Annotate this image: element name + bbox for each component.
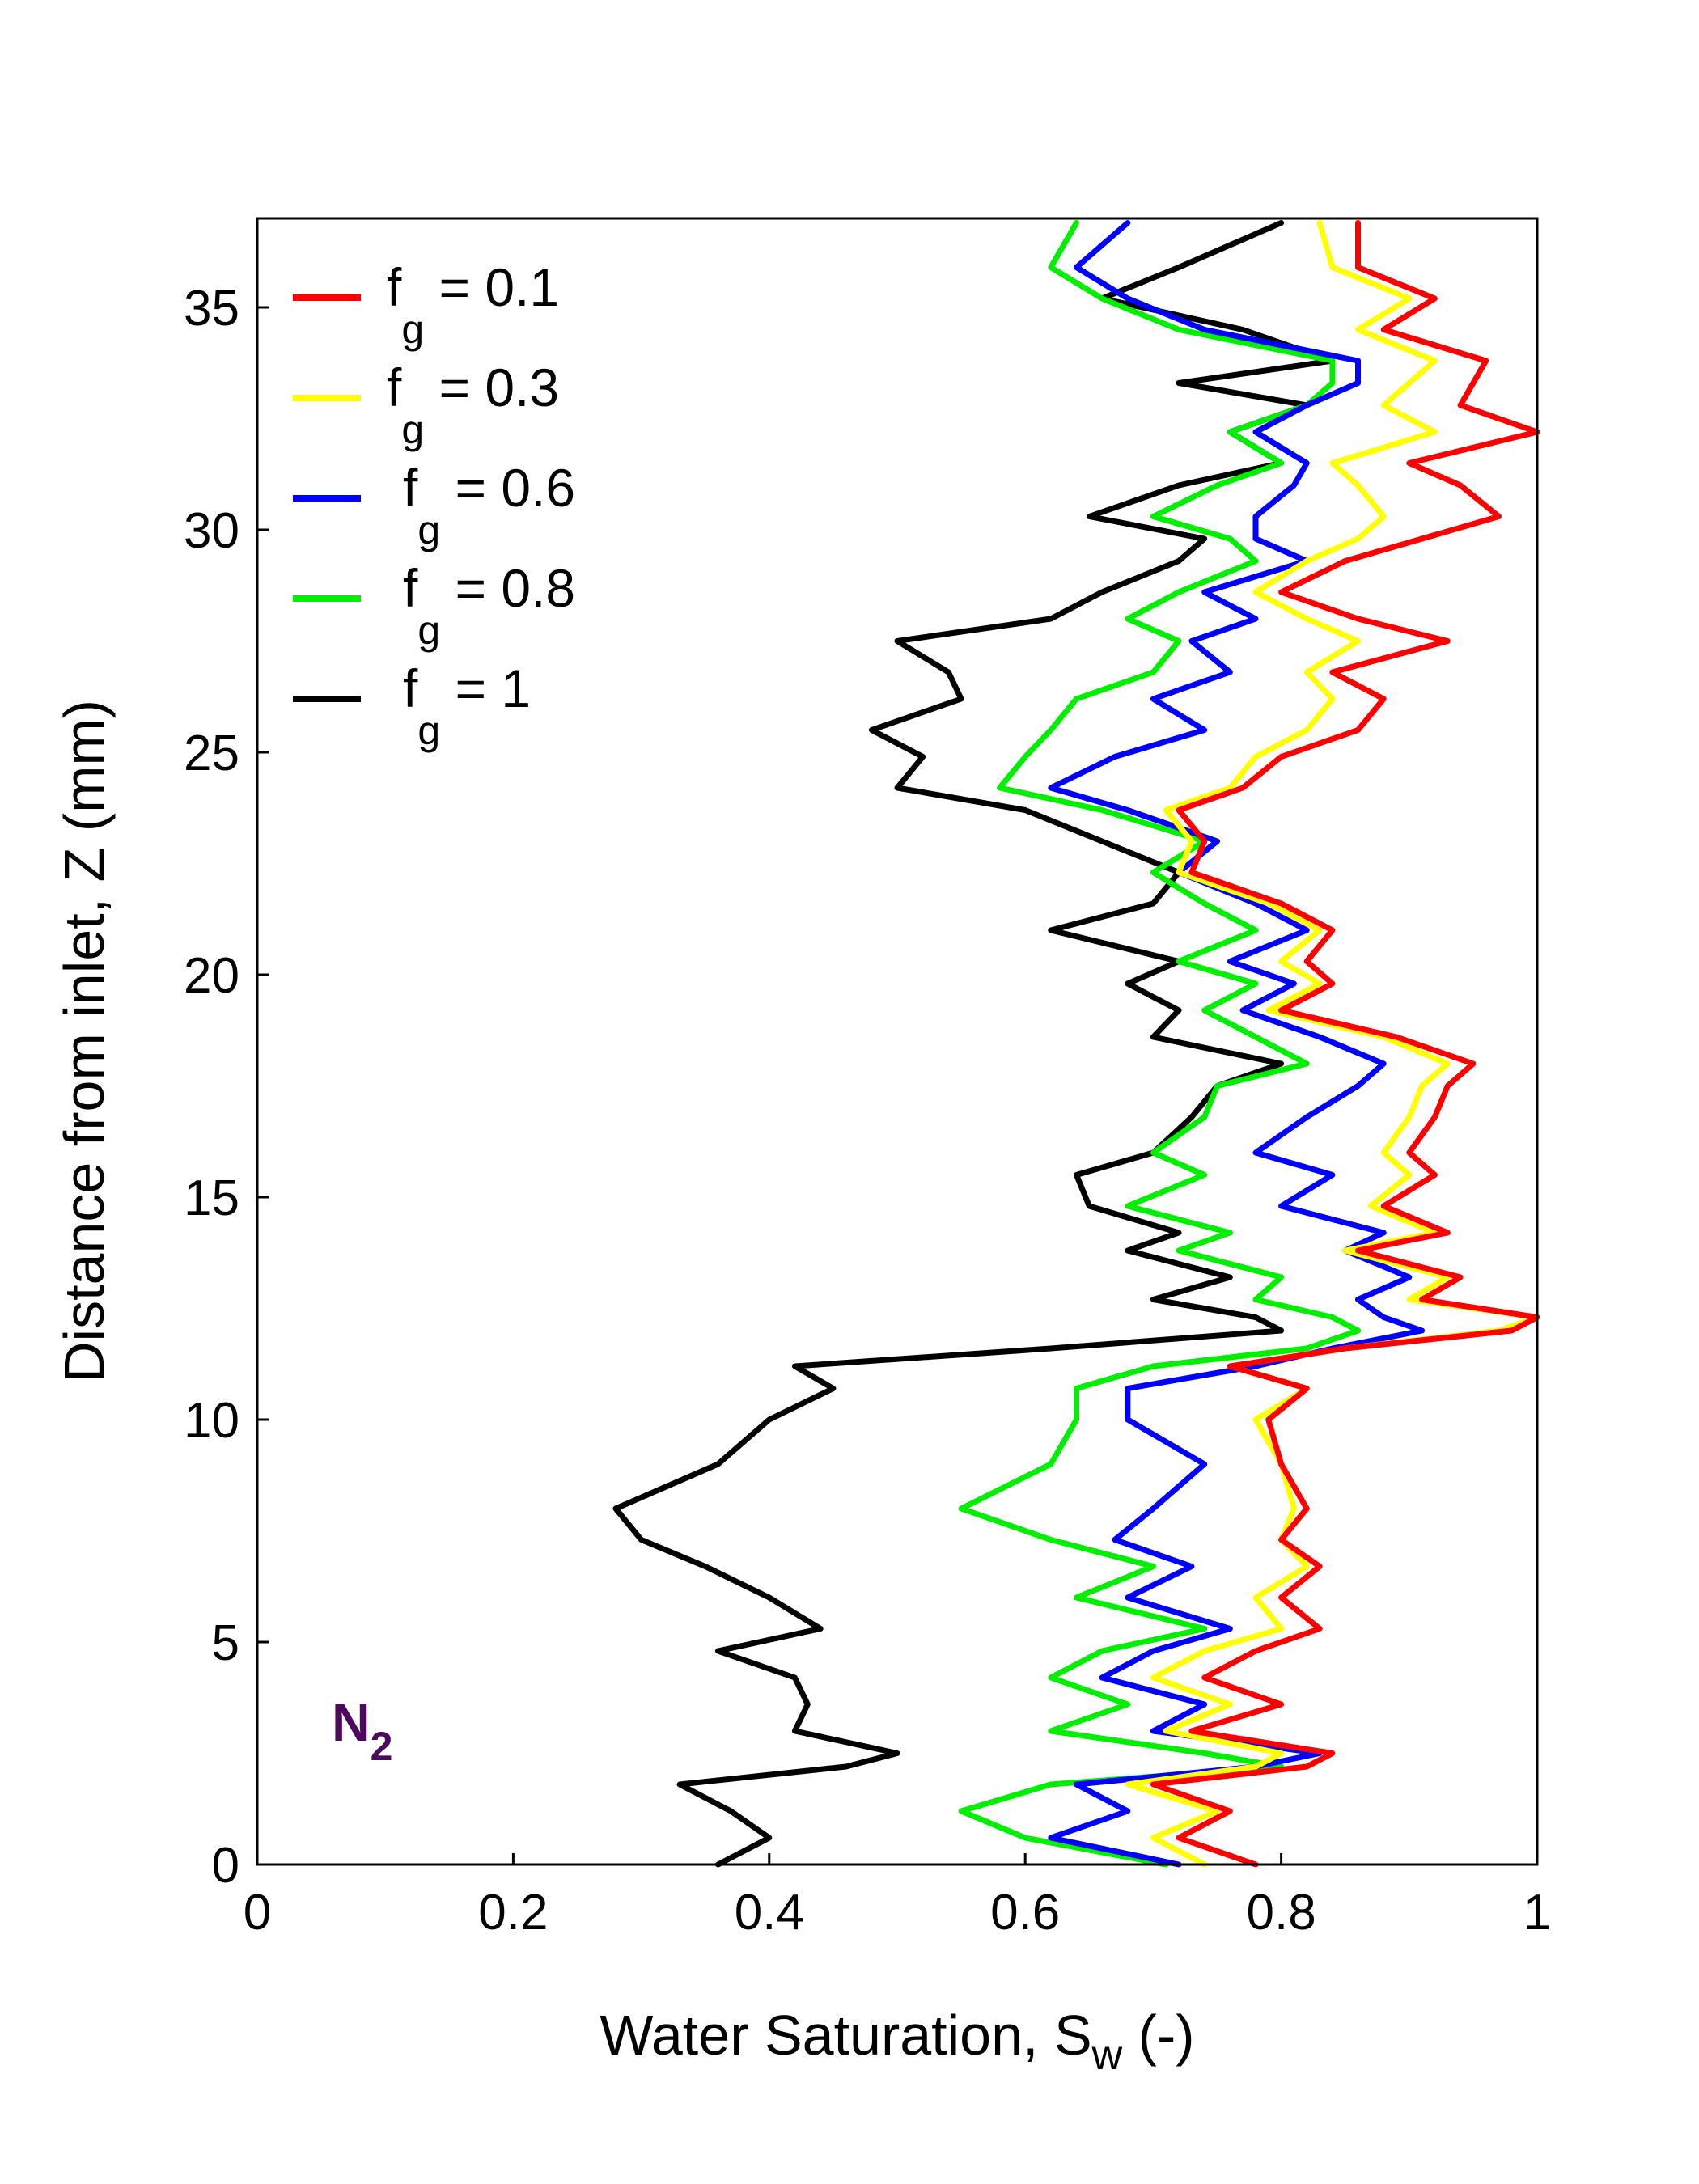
legend-label-tail-1: = 0.3 [424, 358, 559, 417]
y-axis-title: Distance from inlet, Z (mm) [53, 700, 116, 1382]
legend-label-3: fg = 0.8 [403, 558, 575, 653]
y-tick-label-6: 30 [184, 503, 239, 559]
legend-label-sub-1: g [401, 407, 424, 452]
x-axis-title-sub: w [1091, 2032, 1123, 2079]
x-tick-label-1: 0.2 [478, 1885, 548, 1941]
legend-label-sub-0: g [401, 307, 424, 352]
y-tick-label-1: 5 [212, 1615, 239, 1671]
legend: fg = 0.1fg = 0.3fg = 0.6fg = 0.8fg = 1 [293, 257, 575, 753]
series-line-1 [1125, 220, 1540, 1868]
legend-label-sub-2: g [417, 507, 440, 552]
x-tick-label-2: 0.4 [735, 1885, 804, 1941]
legend-label-2: fg = 0.6 [403, 458, 575, 552]
gas-annotation: N2 [332, 1692, 392, 1769]
legend-label-sub-3: g [417, 607, 440, 653]
x-tick-label-5: 1 [1523, 1885, 1551, 1941]
legend-label-tail-4: = 1 [440, 658, 531, 718]
y-tick-label-5: 25 [184, 726, 239, 781]
x-axis-title: Water Saturation, Sw (-) [600, 2004, 1194, 2079]
legend-label-main-4: f [403, 658, 418, 718]
plot-frame [256, 217, 1539, 1866]
y-tick-label-3: 15 [184, 1170, 239, 1226]
legend-label-tail-3: = 0.8 [440, 558, 575, 618]
legend-label-sub-4: g [417, 708, 440, 753]
x-axis-title-main: Water Saturation, S [600, 2004, 1091, 2067]
legend-label-1: fg = 0.3 [387, 358, 559, 452]
legend-label-tail-0: = 0.1 [424, 257, 559, 317]
legend-label-main-1: f [387, 358, 402, 417]
series-line-0 [1150, 220, 1540, 1868]
legend-label-4: fg = 1 [403, 658, 531, 753]
y-tick-label-4: 20 [184, 948, 239, 1004]
x-tick-label-4: 0.8 [1246, 1885, 1316, 1941]
x-axis-title-tail: (-) [1122, 2004, 1194, 2067]
series-line-4 [612, 220, 1336, 1868]
x-tick-label-0: 0 [244, 1885, 271, 1941]
legend-label-main-3: f [403, 558, 418, 618]
gas-annotation-main: N [332, 1692, 371, 1752]
y-tick-label-7: 35 [184, 281, 239, 336]
legend-label-main-2: f [403, 458, 418, 518]
x-tick-label-3: 0.6 [990, 1885, 1060, 1941]
legend-label-main-0: f [387, 257, 402, 317]
legend-label-tail-2: = 0.6 [440, 458, 575, 518]
y-tick-label-2: 10 [184, 1393, 239, 1449]
series-line-3 [958, 220, 1361, 1868]
y-tick-label-0: 0 [212, 1838, 239, 1894]
legend-label-0: fg = 0.1 [387, 257, 559, 352]
gas-annotation-sub: 2 [371, 1724, 393, 1769]
series-line-2 [1048, 220, 1426, 1868]
series-layer [612, 220, 1540, 1868]
